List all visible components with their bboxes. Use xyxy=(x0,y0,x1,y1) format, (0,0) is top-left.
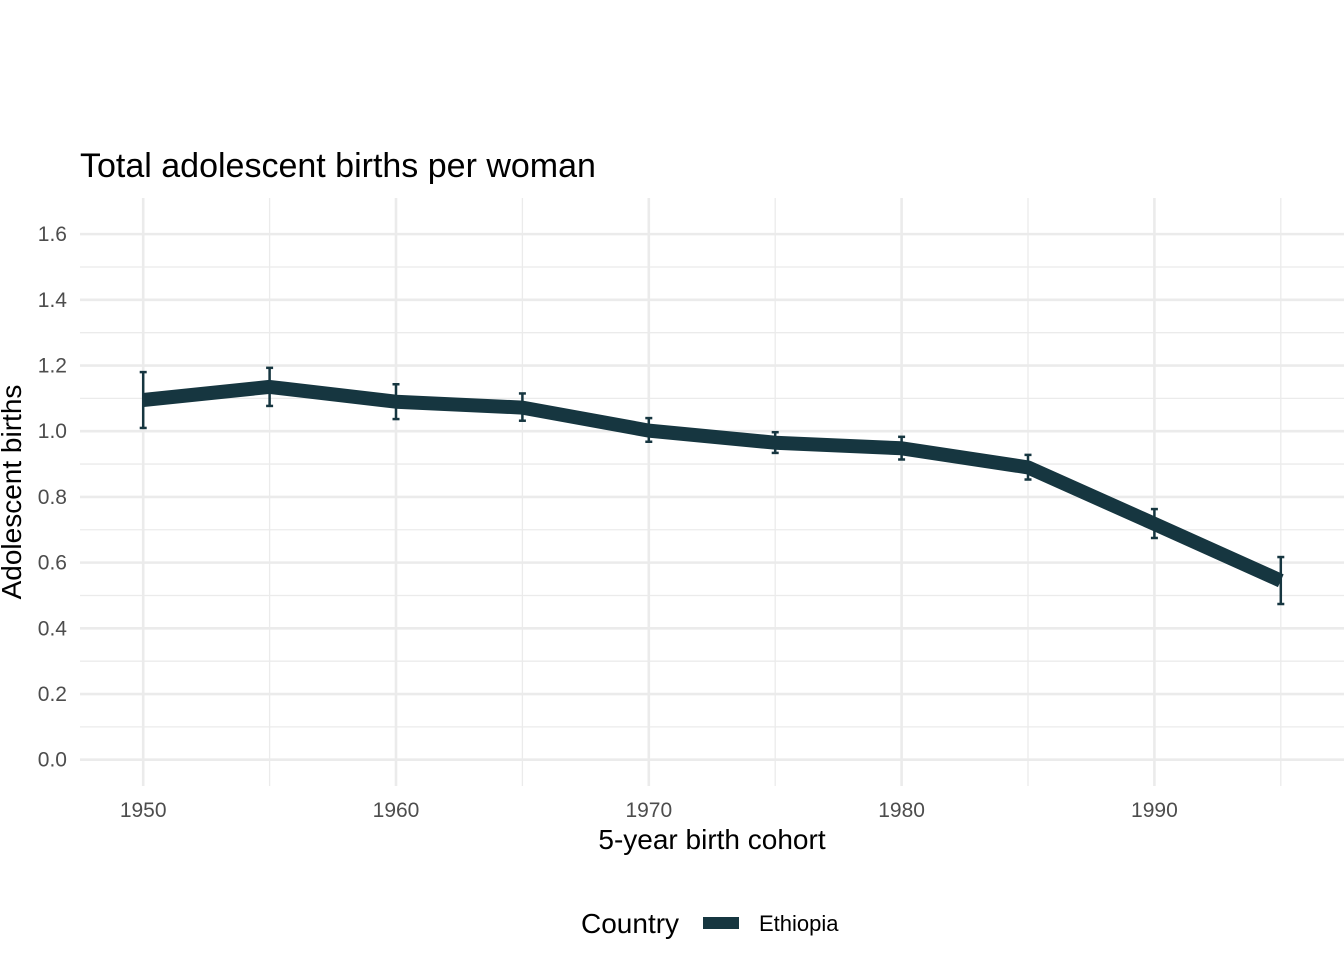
y-tick-label: 0.2 xyxy=(38,683,67,706)
y-tick-label: 1.6 xyxy=(38,223,67,246)
y-tick-label: 0.6 xyxy=(38,552,67,575)
error-bar xyxy=(139,370,147,430)
series-line-ethiopia xyxy=(142,379,1284,588)
error-bar xyxy=(392,383,400,421)
error-bar xyxy=(266,366,274,408)
error-bar xyxy=(1150,507,1158,540)
y-axis-title: Adolescent births xyxy=(0,385,27,600)
y-tick-label: 1.0 xyxy=(38,420,67,443)
grid xyxy=(80,198,1344,786)
legend-title: Country xyxy=(581,908,679,939)
legend-key-ethiopia xyxy=(703,917,739,929)
x-tick-label: 1990 xyxy=(1131,799,1178,822)
error-bar xyxy=(1024,453,1032,481)
chart-title: Total adolescent births per woman xyxy=(80,147,596,185)
error-bar xyxy=(645,416,653,443)
error-bar xyxy=(771,430,779,455)
error-bar xyxy=(898,435,906,461)
series-layer xyxy=(139,366,1285,606)
x-axis-ticks: 1950 1960 1970 1980 1990 xyxy=(120,799,1178,822)
x-tick-label: 1980 xyxy=(878,799,925,822)
y-tick-label: 1.4 xyxy=(38,289,68,312)
y-tick-label: 1.2 xyxy=(38,355,67,378)
y-tick-label: 0.4 xyxy=(38,617,68,640)
x-tick-label: 1950 xyxy=(120,799,167,822)
error-bar xyxy=(1277,555,1285,606)
y-tick-label: 0.8 xyxy=(38,486,67,509)
x-tick-label: 1960 xyxy=(373,799,420,822)
legend: Country Ethiopia xyxy=(581,908,839,939)
error-bar xyxy=(518,392,526,422)
x-tick-label: 1970 xyxy=(625,799,672,822)
y-tick-label: 0.0 xyxy=(38,749,67,772)
y-axis-ticks: 0.0 0.2 0.4 0.6 0.8 1.0 1.2 1.4 1.6 xyxy=(38,223,68,772)
x-axis-title: 5-year birth cohort xyxy=(598,824,825,855)
legend-label-ethiopia: Ethiopia xyxy=(759,911,839,936)
